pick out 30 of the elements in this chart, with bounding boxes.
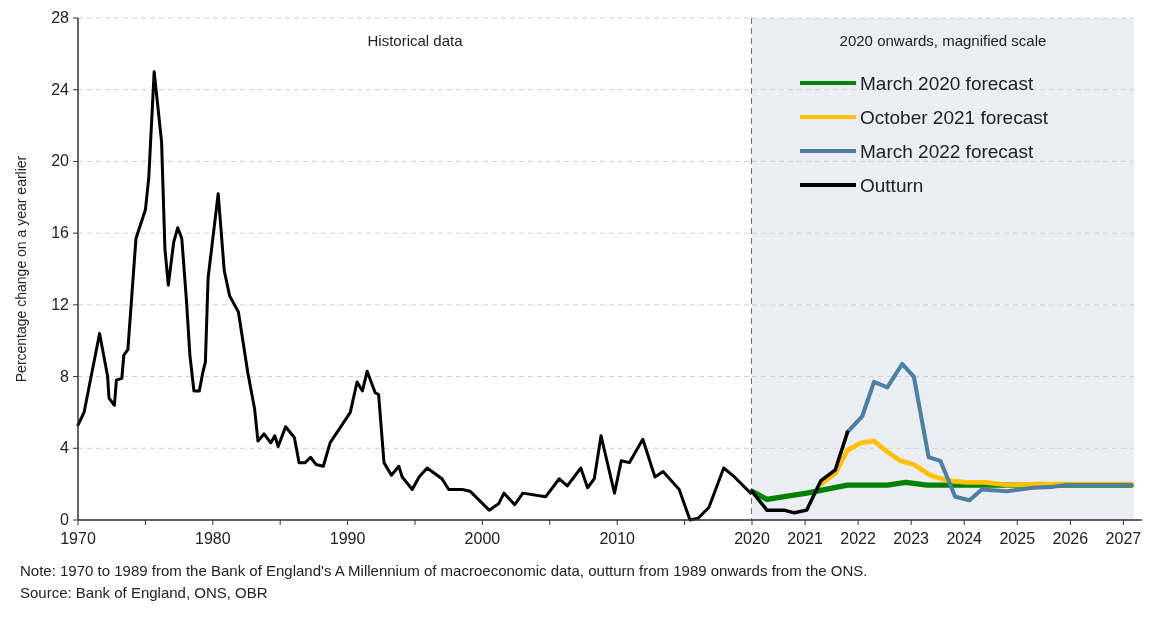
y-tick-label: 20: [51, 152, 70, 170]
x-tick-label: 2024: [946, 530, 983, 547]
x-tick-label: 2026: [1052, 530, 1089, 547]
x-tick-label: 1990: [329, 530, 366, 547]
x-tick-label: 2023: [893, 530, 930, 547]
y-tick-label: 0: [60, 511, 70, 528]
text: Note: 1970 to 1989 from the Bank of England's A Millennium of macroeconomic data, outturn from 1989 onwards from the ONS.: [20, 562, 868, 579]
legend-label: Outturn: [860, 175, 924, 196]
y-tick-label: 16: [51, 224, 70, 242]
band-label: 2020 onwards, magnified scale: [839, 32, 1047, 49]
legend-label: October 2021 forecast: [860, 107, 1049, 128]
x-tick-label: 1970: [60, 530, 96, 547]
annotation: Historical data: [367, 32, 464, 49]
y-tick-label: 12: [51, 295, 70, 313]
y-tick-label: 8: [60, 367, 70, 385]
y-tick-label: 24: [51, 80, 70, 98]
y-tick-label: 28: [51, 9, 70, 26]
legend-label: March 2020 forecast: [860, 73, 1034, 94]
x-tick-label: 2025: [999, 530, 1036, 547]
x-tick-label: 2022: [840, 530, 877, 547]
y-axis-title: Percentage change on a year earlier: [13, 155, 29, 383]
x-tick-label: 2021: [787, 530, 823, 547]
x-tick-label: 2027: [1105, 530, 1142, 547]
y-tick-label: 4: [60, 439, 70, 457]
x-tick-label: 2020: [734, 530, 770, 547]
legend-label: March 2022 forecast: [860, 141, 1034, 162]
x-tick-label: 1980: [195, 530, 231, 547]
x-tick-label: 2010: [599, 530, 636, 547]
x-tick-label: 2000: [464, 530, 501, 547]
source-note: Source: Bank of England, ONS, OBR: [20, 584, 268, 601]
